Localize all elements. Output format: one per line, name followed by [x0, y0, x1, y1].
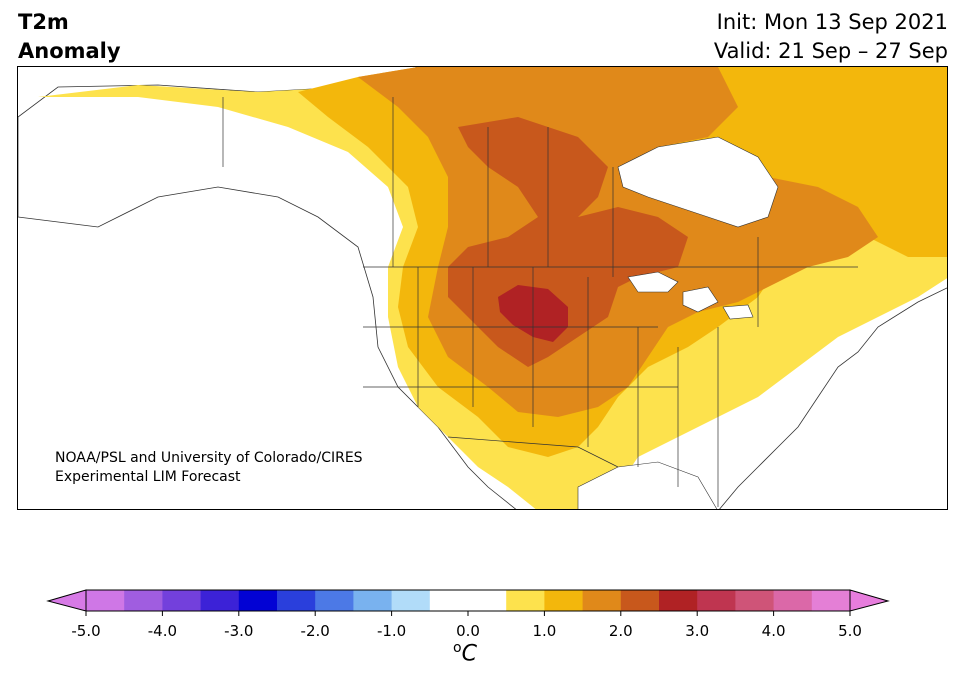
unit-letter: C	[461, 641, 477, 667]
colorbar-tick-label: 5.0	[838, 622, 862, 640]
colorbar-tick-label: 4.0	[761, 622, 786, 640]
colorbar-segment	[697, 590, 736, 611]
colorbar-segment	[391, 590, 431, 611]
colorbar-tick-label: -5.0	[71, 622, 101, 640]
colorbar-tick-label: 0.0	[456, 622, 480, 640]
title-line-1: T2m	[18, 10, 69, 34]
political-borders	[222, 97, 858, 507]
colorbar-segment	[315, 590, 354, 611]
colorbar-segment	[468, 590, 507, 611]
valid-dates: Valid: 21 Sep – 27 Sep	[713, 39, 948, 63]
colorbar-tick-label: -2.0	[300, 622, 330, 640]
colorbar-segment	[277, 590, 316, 611]
colorbar-tick-label: 3.0	[685, 622, 710, 640]
unit-degree: o	[453, 640, 462, 656]
colorbar-segment	[238, 590, 278, 611]
colorbar-segment	[811, 590, 851, 611]
colorbar-tick-label: 2.0	[608, 622, 633, 640]
colorbar	[46, 589, 890, 616]
colorbar-tick-label: -1.0	[376, 622, 407, 640]
great-lakes	[627, 271, 754, 320]
colorbar-segment	[200, 590, 240, 611]
colorbar-segment	[429, 590, 469, 611]
colorbar-tick-label: -4.0	[147, 622, 178, 640]
map-svg	[18, 67, 947, 509]
colorbar-under-arrow	[46, 589, 87, 612]
colorbar-segment	[620, 590, 660, 611]
credit-text: NOAA/PSL and University of Colorado/CIRE…	[55, 449, 363, 487]
colorbar-segment	[544, 590, 584, 611]
anomaly-map	[17, 66, 948, 510]
init-date: Init: Mon 13 Sep 2021	[716, 10, 948, 34]
colorbar-segment	[506, 590, 545, 611]
colorbar-segments	[86, 590, 851, 611]
colorbar-ticks	[85, 611, 851, 616]
title-line-2: Anomaly	[18, 39, 121, 63]
colorbar-tick-label: 1.0	[532, 622, 557, 640]
map-title: T2m Anomaly	[18, 8, 121, 66]
colorbar-segment	[162, 590, 202, 611]
colorbar-segment	[124, 590, 163, 611]
credit-line-1: NOAA/PSL and University of Colorado/CIRE…	[55, 450, 363, 466]
colorbar-unit: oC	[453, 640, 477, 666]
forecast-dates: Init: Mon 13 Sep 2021 Valid: 21 Sep – 27…	[714, 8, 948, 66]
colorbar-segment	[353, 590, 393, 611]
colorbar-tick-label: -3.0	[224, 622, 254, 640]
colorbar-segment	[735, 590, 775, 611]
hudson-bay	[617, 136, 779, 228]
colorbar-segment	[773, 590, 813, 611]
colorbar-segment	[659, 590, 698, 611]
colorbar-segment	[582, 590, 622, 611]
credit-line-2: Experimental LIM Forecast	[55, 469, 241, 485]
colorbar-over-arrow	[849, 589, 890, 612]
colorbar-segment	[86, 590, 125, 611]
